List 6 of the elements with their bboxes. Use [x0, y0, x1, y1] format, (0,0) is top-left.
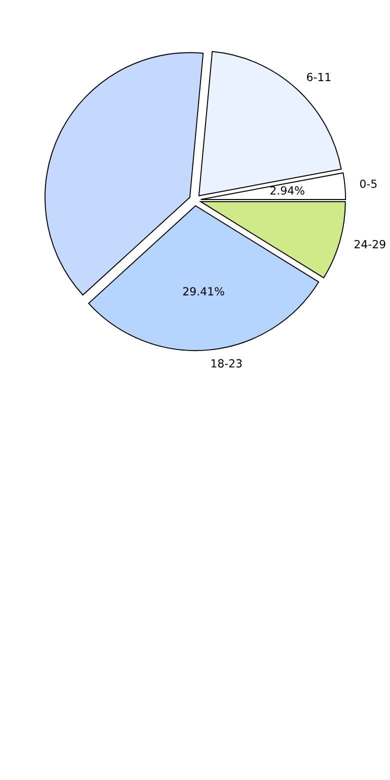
data-label: 29.41%: [183, 287, 224, 296]
slice-label: 24-29: [354, 240, 386, 248]
slice-label: 0-5: [360, 180, 377, 188]
slice-label: 6-11: [306, 72, 330, 82]
data-label: 2.94%: [270, 186, 304, 195]
slice-label: 18-23: [211, 359, 242, 368]
